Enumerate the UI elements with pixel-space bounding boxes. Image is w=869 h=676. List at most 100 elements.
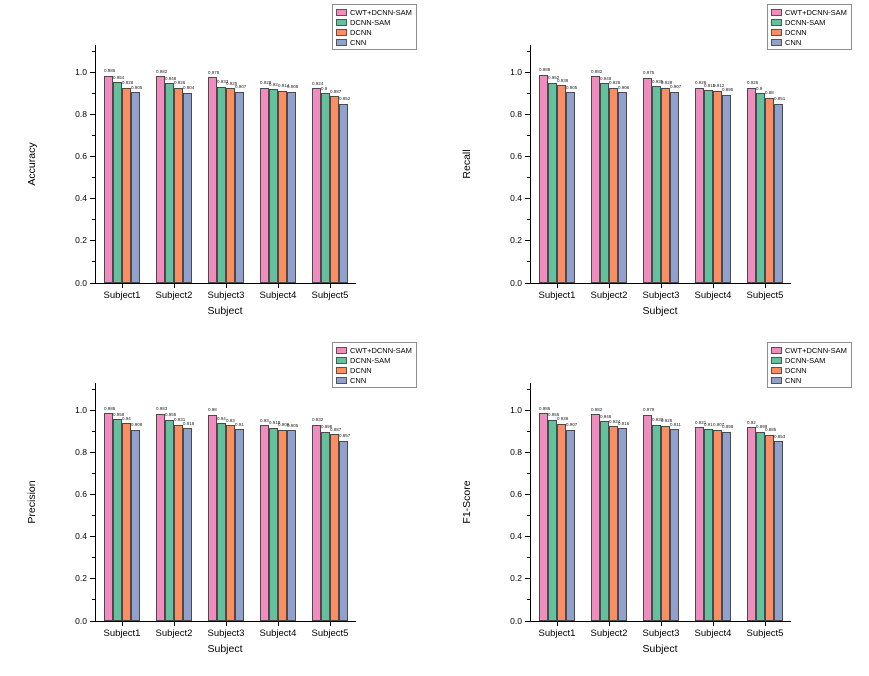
y-axis-tick-label: 0.2 <box>510 235 522 246</box>
bar <box>131 429 140 621</box>
bar-value-label: 0.898 <box>320 424 332 431</box>
x-axis-tick-label: Subject5 <box>746 628 784 639</box>
bar-value-label: 0.954 <box>112 75 124 81</box>
bar-value-label: 0.885 <box>764 427 776 434</box>
x-axis-tick-label: Subject4 <box>694 290 732 301</box>
legend-swatch-icon <box>771 356 782 364</box>
y-axis-tick-label: 0.0 <box>75 277 87 288</box>
y-axis-tick-label: 0.0 <box>510 277 522 288</box>
bar <box>765 97 774 283</box>
y-axis-tick <box>525 71 530 73</box>
y-axis-tick-label: 0.2 <box>75 573 87 584</box>
legend-item: CNN <box>771 375 847 385</box>
bar-value-label: 0.948 <box>599 414 611 420</box>
axis-title-y: Precision <box>26 480 38 524</box>
bar <box>208 414 217 621</box>
bar <box>765 434 774 621</box>
legend: CWT+DCNN-SAM DCNN-SAM DCNN CNN <box>767 4 852 50</box>
bar <box>122 87 131 283</box>
bar <box>339 440 348 621</box>
x-axis-tick <box>329 284 331 288</box>
y-axis-tick <box>90 156 95 158</box>
legend-label: CWT+DCNN-SAM <box>785 345 847 355</box>
y-axis-tick-label: 0.8 <box>75 109 87 119</box>
chart-panel-recall: 0.0 0.2 0.4 0.6 0.8 1.0 Subject1 0.988 0.952 0.93… <box>435 0 869 338</box>
bar-value-label: 0.931 <box>173 418 185 424</box>
bar-value-label: 0.928 <box>259 80 271 87</box>
y-axis-minor-tick <box>92 135 95 137</box>
y-axis-minor-tick <box>527 473 530 475</box>
legend-item: DCNN <box>771 365 847 375</box>
bar <box>174 424 183 621</box>
bar <box>235 91 244 283</box>
bar-value-label: 0.98 <box>207 407 217 414</box>
bar <box>539 413 548 621</box>
bar <box>591 414 600 621</box>
y-axis-tick <box>525 494 530 496</box>
bar <box>208 77 217 283</box>
bar <box>661 87 670 283</box>
bar <box>104 413 113 621</box>
x-axis-tick <box>225 622 227 626</box>
bar <box>217 423 226 621</box>
legend-label: CWT+DCNN-SAM <box>350 345 412 355</box>
x-axis-tick <box>764 622 766 626</box>
legend-swatch-icon <box>336 8 347 16</box>
bar-value-label: 0.887 <box>329 427 341 433</box>
y-axis-minor-tick <box>92 50 95 52</box>
bar-value-label: 0.895 <box>721 87 733 93</box>
legend: CWT+DCNN-SAM DCNN-SAM DCNN CNN <box>332 4 417 50</box>
bar <box>591 76 600 283</box>
bar-value-label: 0.983 <box>155 407 167 413</box>
bar <box>704 429 713 621</box>
bar-value-label: 0.926 <box>660 419 672 425</box>
y-axis-minor-tick <box>527 50 530 52</box>
bar-value-label: 0.926 <box>694 81 706 87</box>
bar <box>548 419 557 621</box>
legend-swatch-icon <box>771 376 782 384</box>
bar-value-label: 0.948 <box>599 76 611 82</box>
bar <box>226 425 235 621</box>
y-axis-tick <box>525 198 530 200</box>
bar-value-label: 0.88 <box>764 90 774 97</box>
y-axis-tick-label: 1.0 <box>510 66 522 77</box>
bar <box>539 74 548 283</box>
y-axis-tick-label: 0.2 <box>75 235 87 246</box>
y-axis-minor-tick <box>92 177 95 179</box>
bar-value-label: 0.924 <box>608 419 620 425</box>
y-axis-minor-tick <box>92 557 95 559</box>
legend-label: CNN <box>785 375 802 385</box>
y-axis-tick <box>525 620 530 622</box>
bar-value-label: 0.982 <box>155 69 167 75</box>
y-axis-minor-tick <box>527 177 530 179</box>
x-axis-tick <box>556 622 558 626</box>
y-axis-tick <box>90 620 95 622</box>
bar <box>722 94 731 283</box>
bar-value-label: 0.898 <box>721 424 733 431</box>
legend-label: CNN <box>785 37 802 47</box>
legend-item: DCNN <box>336 365 412 375</box>
legend-item: CWT+DCNN-SAM <box>336 7 412 17</box>
x-axis-tick <box>225 284 227 288</box>
legend-item: CWT+DCNN-SAM <box>771 7 847 17</box>
x-axis-tick-label: Subject2 <box>155 290 193 301</box>
bar-value-label: 0.933 <box>651 417 663 423</box>
y-axis-minor-tick <box>527 515 530 517</box>
bar <box>670 429 679 621</box>
y-axis-tick <box>90 114 95 115</box>
y-axis-tick <box>90 240 95 242</box>
y-axis-tick <box>525 114 530 115</box>
bar <box>557 423 566 621</box>
bar-value-label: 0.935 <box>651 79 663 85</box>
bar-value-label: 0.908 <box>286 84 298 91</box>
plot-area: 0.0 0.2 0.4 0.6 0.8 1.0 Subject1 0.986 0.955 0.93… <box>510 383 791 639</box>
x-axis-tick-label: Subject2 <box>155 628 193 639</box>
legend-swatch-icon <box>336 356 347 364</box>
axis-title-x: Subject <box>642 643 678 655</box>
bar-value-label: 0.905 <box>286 423 298 429</box>
bar-value-label: 0.952 <box>547 75 559 81</box>
bar <box>756 93 765 283</box>
legend-item: CWT+DCNN-SAM <box>771 345 847 355</box>
bar <box>156 413 165 621</box>
legend-swatch-icon <box>336 28 347 36</box>
